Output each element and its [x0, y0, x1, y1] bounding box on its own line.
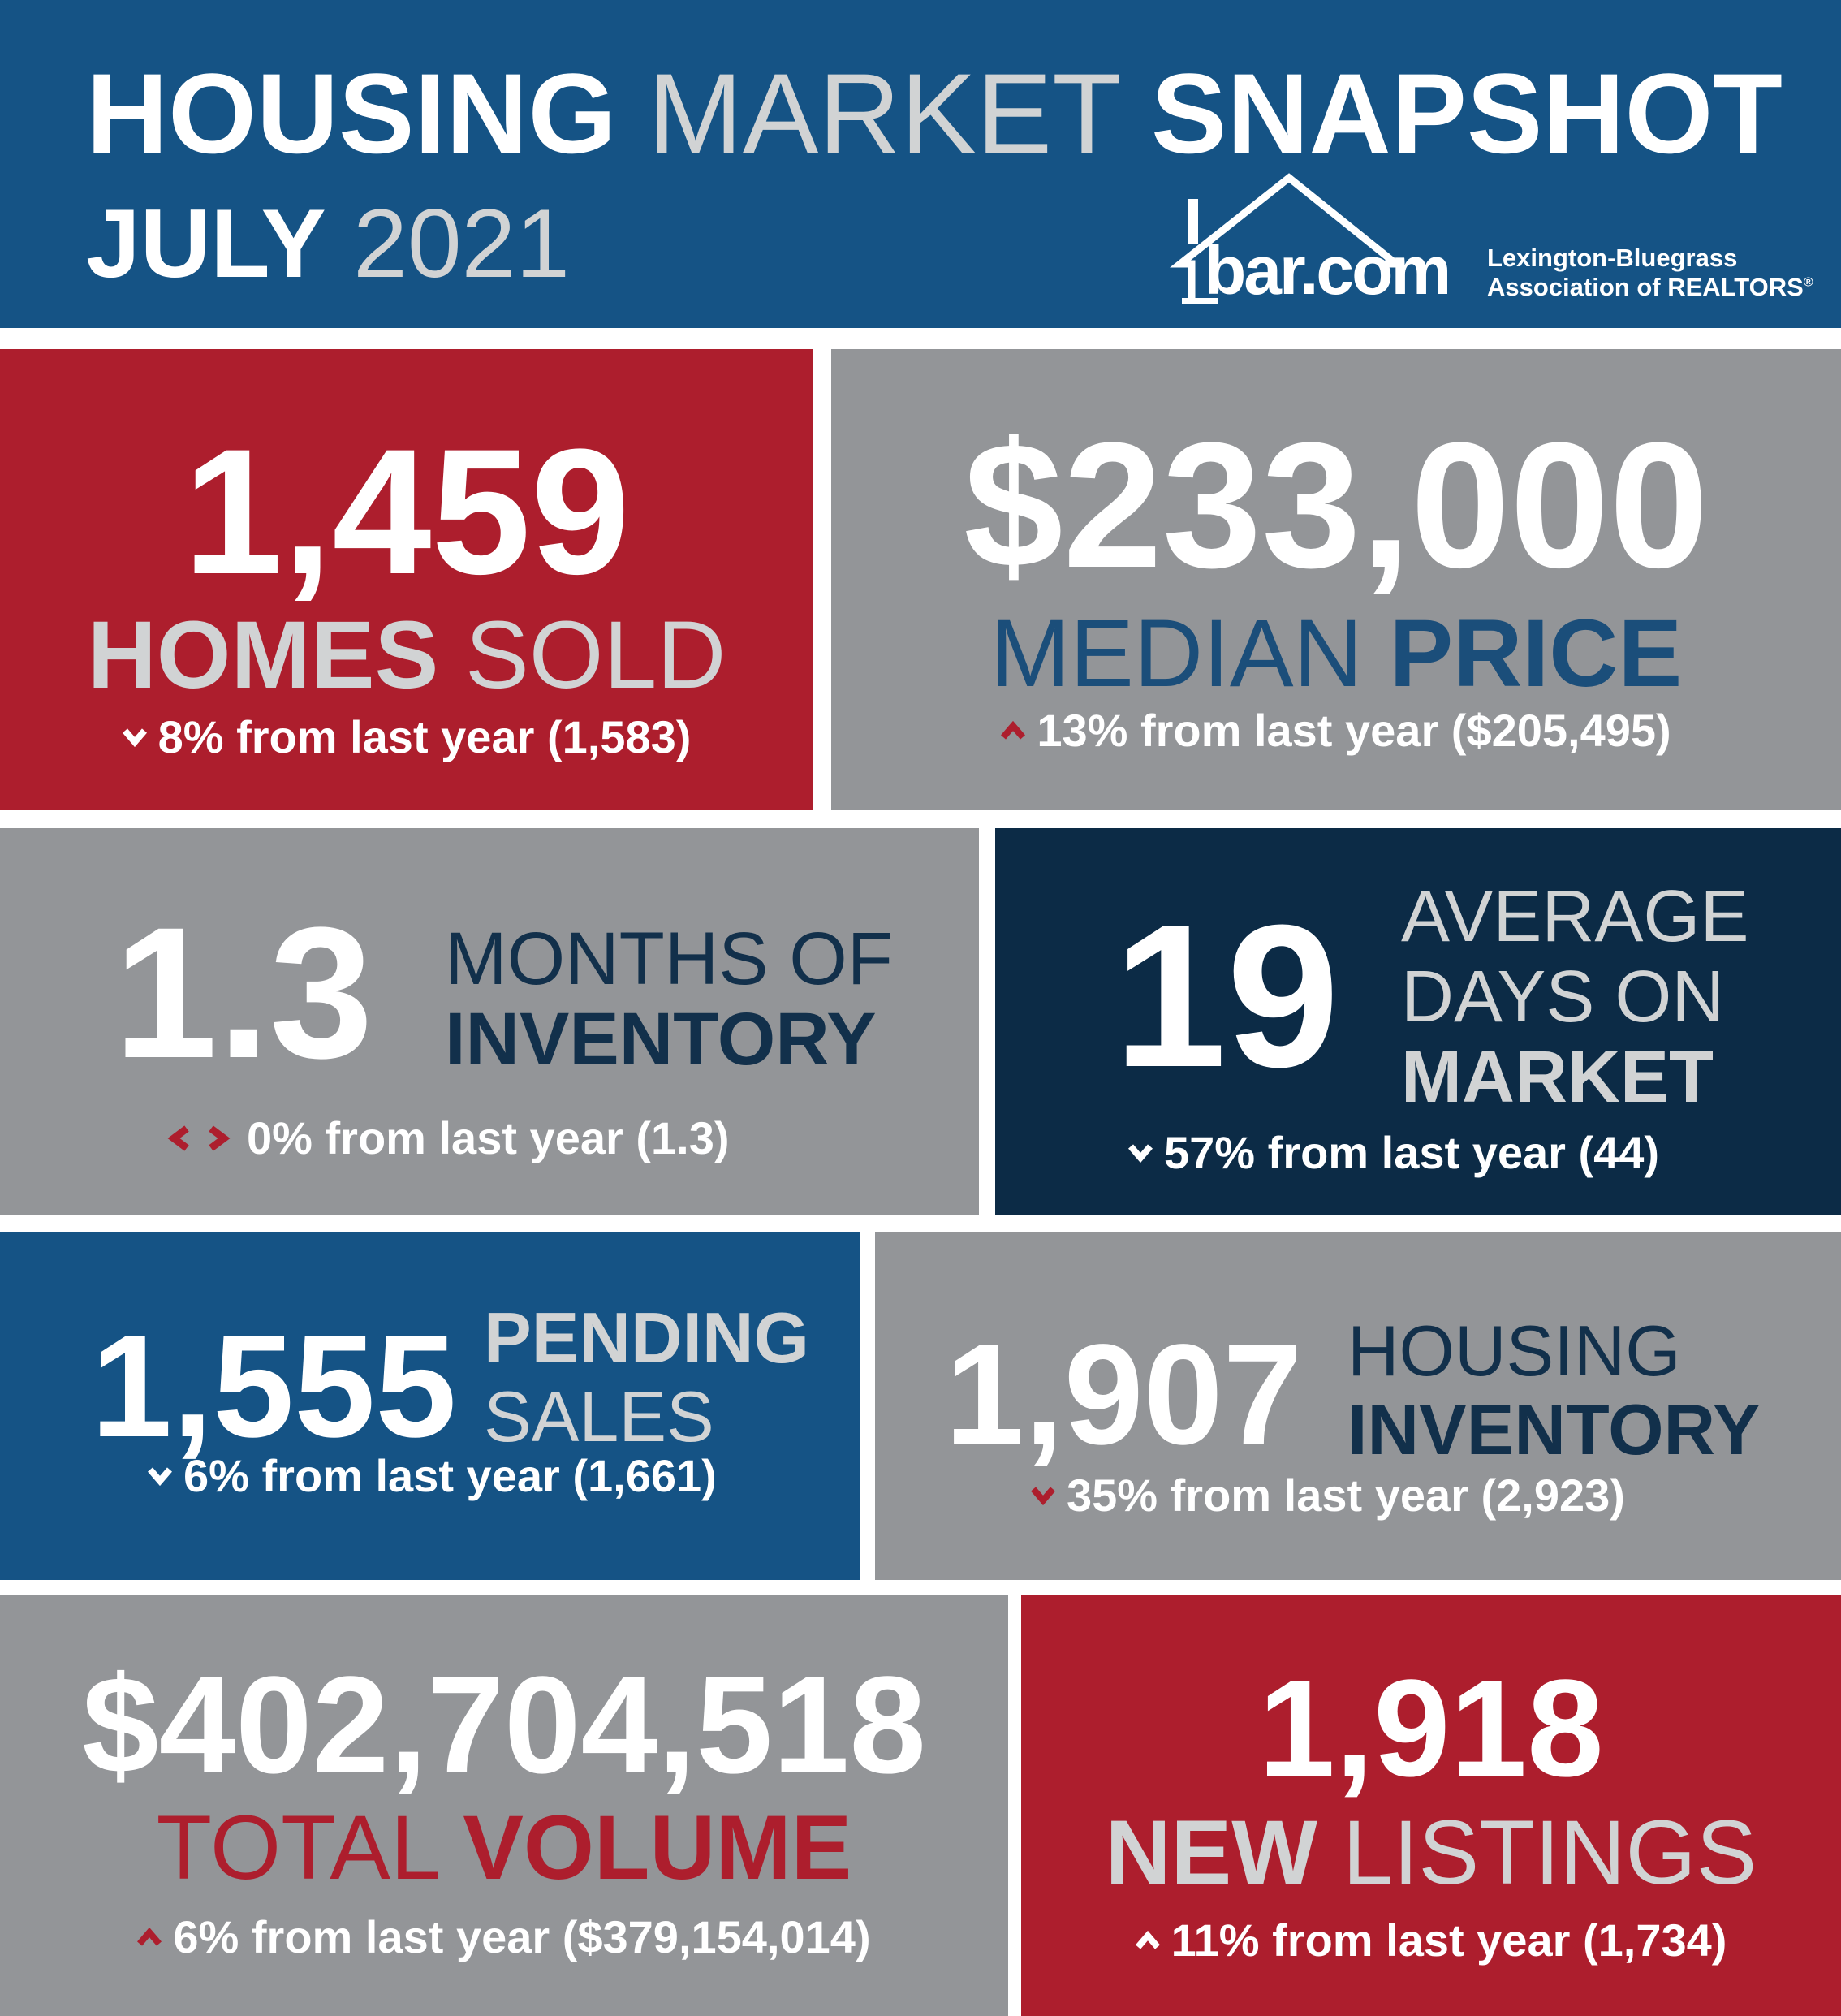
- median-price-label: MEDIAN PRICE: [989, 600, 1683, 707]
- report-year: 2021: [353, 189, 571, 298]
- pending-sales-card: 1,555 PENDING SALES 6% from last year (1…: [0, 1232, 860, 1580]
- org-line-1: Lexington-Bluegrass: [1487, 244, 1738, 272]
- new-listings-value: 1,918: [1258, 1651, 1604, 1806]
- median-price-value: $233,000: [964, 405, 1709, 605]
- total-volume-label: TOTAL VOLUME: [156, 1797, 852, 1898]
- chevron-up-icon: [137, 1926, 162, 1949]
- housing-inventory-card: 1,907 HOUSING INVENTORY 35% from last ye…: [875, 1232, 1841, 1580]
- chevron-down-icon: [1031, 1484, 1055, 1507]
- months-inventory-change: 0% from last year (1.3): [162, 1116, 729, 1161]
- logo-org-name: Lexington-Bluegrass Association of REALT…: [1487, 244, 1813, 301]
- housing-inventory-value: 1,907: [945, 1315, 1303, 1474]
- days-on-market-card: 19 AVERAGE DAYS ON MARKET 57% from last …: [995, 828, 1841, 1215]
- homes-sold-label: HOMES SOLD: [87, 602, 726, 709]
- report-date: JULY 2021: [86, 195, 570, 292]
- new-listings-change: 11% from last year (1,734): [1021, 1918, 1841, 1963]
- title-market: MARKET: [648, 50, 1120, 177]
- header-banner: HOUSING MARKET SNAPSHOT JULY 2021 bar.co…: [0, 0, 1841, 328]
- months-inventory-card: 1.3 MONTHS OF INVENTORY 0% from last yea…: [0, 828, 979, 1215]
- chevron-down-icon: [122, 726, 147, 749]
- pending-sales-label: PENDING SALES: [484, 1297, 809, 1457]
- pending-sales-change: 6% from last year (1,661): [148, 1453, 717, 1499]
- homes-sold-value: 1,459: [183, 412, 631, 611]
- logo-wordmark: bar.com: [1205, 232, 1451, 309]
- median-price-card: $233,000 MEDIAN PRICE 13% from last year…: [831, 349, 1841, 810]
- house-roof-icon: [1170, 173, 1404, 304]
- page-title: HOUSING MARKET SNAPSHOT: [86, 57, 1783, 171]
- chevron-up-icon: [1135, 1929, 1160, 1952]
- months-inventory-label: MONTHS OF INVENTORY: [445, 917, 893, 1081]
- title-housing: HOUSING: [86, 50, 617, 177]
- pending-sales-value: 1,555: [91, 1305, 457, 1468]
- homes-sold-change: 8% from last year (1,583): [0, 714, 813, 760]
- total-volume-card: $402,704,518 TOTAL VOLUME 6% from last y…: [0, 1595, 1008, 2016]
- days-on-market-change: 57% from last year (44): [1128, 1130, 1659, 1176]
- days-on-market-label: AVERAGE DAYS ON MARKET: [1401, 876, 1749, 1118]
- days-on-market-value: 19: [1114, 883, 1340, 1109]
- no-change-arrows-icon: [162, 1125, 235, 1151]
- lbar-logo: bar.com: [1169, 166, 1494, 304]
- total-volume-value: $402,704,518: [82, 1648, 926, 1802]
- housing-inventory-label: HOUSING INVENTORY: [1347, 1310, 1761, 1470]
- chevron-down-icon: [148, 1465, 172, 1487]
- median-price-change: 13% from last year ($205,495): [831, 708, 1841, 753]
- org-line-2: Association of REALTORS®: [1487, 272, 1813, 301]
- chevron-up-icon: [1001, 719, 1026, 742]
- homes-sold-card: 1,459 HOMES SOLD 8% from last year (1,58…: [0, 349, 813, 810]
- chevron-down-icon: [1128, 1142, 1153, 1164]
- new-listings-label: NEW LISTINGS: [1105, 1802, 1757, 1903]
- new-listings-card: 1,918 NEW LISTINGS 11% from last year (1…: [1021, 1595, 1841, 2016]
- report-month: JULY: [86, 189, 326, 298]
- title-snapshot: SNAPSHOT: [1151, 50, 1783, 177]
- housing-inventory-change: 35% from last year (2,923): [1031, 1473, 1625, 1518]
- total-volume-change: 6% from last year ($379,154,014): [0, 1915, 1008, 1960]
- months-inventory-value: 1.3: [114, 888, 373, 1097]
